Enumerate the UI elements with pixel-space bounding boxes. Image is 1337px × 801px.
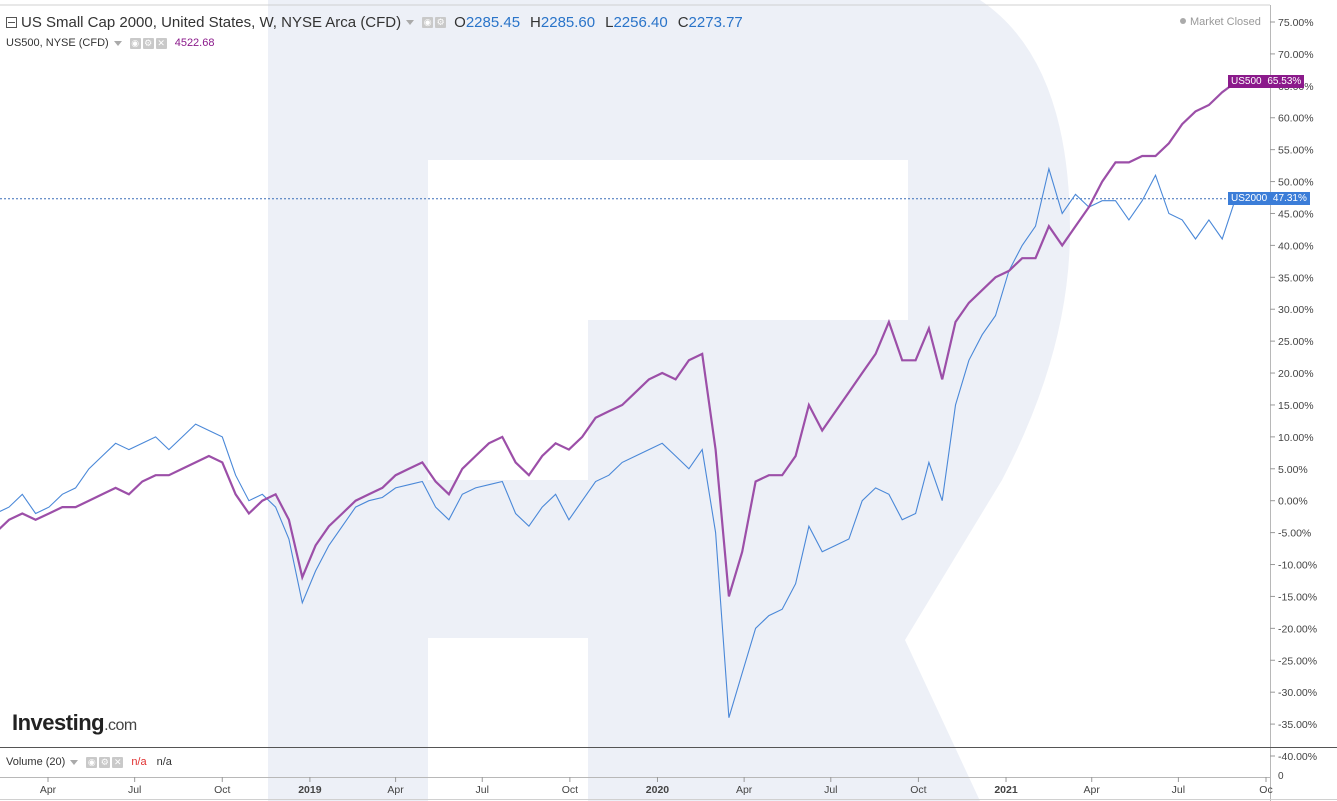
y-tick-label: 50.00% — [1278, 177, 1314, 189]
eye-icon[interactable]: ◉ — [129, 37, 141, 49]
close-icon[interactable]: ✕ — [112, 756, 124, 768]
x-tick-label: 2020 — [646, 784, 670, 796]
y-tick-label: 70.00% — [1278, 49, 1314, 61]
y-tick-label: 55.00% — [1278, 145, 1314, 157]
overlay-value: 4522.68 — [174, 37, 215, 49]
y-tick-label: 5.00% — [1278, 464, 1308, 476]
y-tick-label: -5.00% — [1278, 528, 1311, 540]
overlay-header: US500, NYSE (CFD) ◉ ⚙ ✕ 4522.68 — [6, 37, 214, 49]
ohlc-close: C2273.77 — [677, 14, 743, 31]
y-tick-label: -15.00% — [1278, 591, 1317, 603]
series-line-us500 — [0, 81, 1237, 597]
chevron-down-icon[interactable] — [70, 759, 79, 765]
eye-icon[interactable]: ◉ — [422, 17, 434, 28]
volume-label[interactable]: Volume (20) — [6, 756, 66, 768]
volume-y-tick-label: 0 — [1278, 771, 1284, 782]
y-tick-label: 35.00% — [1278, 272, 1314, 284]
watermark-r-logo — [268, 0, 1070, 801]
x-tick-label: Jul — [476, 784, 489, 796]
volume-value-2: n/a — [156, 756, 172, 768]
gear-icon[interactable]: ⚙ — [142, 37, 154, 49]
volume-value: n/a — [131, 756, 147, 768]
y-tick-label: -30.00% — [1278, 687, 1317, 699]
gear-icon[interactable]: ⚙ — [435, 17, 447, 28]
eye-icon[interactable]: ◉ — [86, 756, 98, 768]
instrument-title[interactable]: US Small Cap 2000, United States, W, NYS… — [21, 14, 402, 31]
y-tick-label: 45.00% — [1278, 208, 1314, 220]
y-tick-label: 40.00% — [1278, 240, 1314, 252]
series-tag-value: 47.31% — [1272, 192, 1307, 204]
ohlc-open: O2285.45 — [454, 14, 521, 31]
x-tick-label: Jul — [824, 784, 837, 796]
x-tick-label: Oct — [562, 784, 578, 796]
y-tick-label: 0.00% — [1278, 496, 1308, 508]
ohlc-low: L2256.40 — [605, 14, 668, 31]
investing-logo: Investing.com — [12, 710, 137, 735]
x-tick-label: Apr — [40, 784, 57, 796]
series-tag-us500: US500 65.53% — [1228, 75, 1305, 89]
x-tick-label: Apr — [1084, 784, 1101, 796]
x-tick-label: Oct — [910, 784, 926, 796]
close-icon[interactable]: ✕ — [155, 37, 167, 49]
y-tick-label: -20.00% — [1278, 623, 1317, 635]
y-tick-label: 75.00% — [1278, 17, 1314, 29]
chevron-down-icon[interactable] — [113, 40, 122, 46]
market-status: Market Closed — [1180, 16, 1261, 28]
y-tick-label: -10.00% — [1278, 560, 1317, 572]
ohlc-high: H2285.60 — [530, 14, 596, 31]
volume-header: Volume (20) ◉ ⚙ ✕ n/a n/a — [6, 756, 172, 768]
series-tag-value: 65.53% — [1267, 76, 1302, 88]
y-tick-label: -40.00% — [1278, 751, 1317, 763]
y-tick-label: 20.00% — [1278, 368, 1314, 380]
x-tick-label: Jul — [1172, 784, 1185, 796]
y-tick-label: 30.00% — [1278, 304, 1314, 316]
y-tick-label: -35.00% — [1278, 719, 1317, 731]
x-tick-label: 2021 — [994, 784, 1018, 796]
y-tick-label: 25.00% — [1278, 336, 1314, 348]
y-tick-label: 60.00% — [1278, 113, 1314, 125]
x-tick-label: Apr — [736, 784, 753, 796]
status-dot-icon — [1180, 18, 1186, 24]
chart-header: US Small Cap 2000, United States, W, NYS… — [6, 14, 743, 31]
gear-icon[interactable]: ⚙ — [99, 756, 111, 768]
y-tick-label: 10.00% — [1278, 432, 1314, 444]
square-minus-icon[interactable] — [6, 17, 17, 28]
y-tick-label: -25.00% — [1278, 655, 1317, 667]
x-tick-label: Jul — [128, 784, 141, 796]
x-tick-label: Apr — [387, 784, 404, 796]
y-tick-label: 15.00% — [1278, 400, 1314, 412]
x-tick-label: 2019 — [298, 784, 322, 796]
series-tag-us2000: US2000 47.31% — [1228, 191, 1310, 205]
overlay-title[interactable]: US500, NYSE (CFD) — [6, 37, 109, 49]
x-tick-label: Oct — [214, 784, 230, 796]
x-tick-label: Oc — [1259, 784, 1272, 796]
series-line-us2000 — [0, 166, 1237, 718]
chevron-down-icon[interactable] — [406, 20, 415, 25]
